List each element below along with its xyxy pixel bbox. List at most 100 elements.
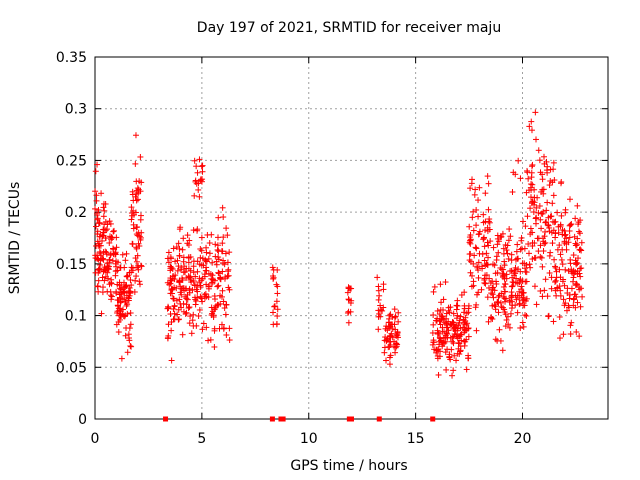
data-point — [508, 283, 515, 290]
data-point — [215, 270, 222, 277]
data-point — [440, 340, 447, 347]
data-point — [219, 204, 226, 211]
data-point — [485, 254, 492, 261]
data-point — [431, 346, 438, 353]
data-point — [535, 147, 542, 154]
data-point — [574, 281, 581, 288]
data-point — [515, 266, 522, 273]
data-point — [513, 275, 520, 282]
data-point — [104, 275, 111, 282]
data-point — [453, 357, 460, 364]
data-point — [525, 175, 532, 182]
data-point — [496, 326, 503, 333]
data-point — [495, 293, 502, 300]
data-point — [96, 248, 103, 255]
data-point — [171, 276, 178, 283]
data-point — [273, 281, 280, 288]
data-point — [135, 266, 142, 273]
plot-area-frame — [94, 56, 609, 420]
data-point — [473, 206, 480, 213]
data-point — [560, 331, 567, 338]
data-point — [100, 232, 107, 239]
data-point — [226, 325, 233, 332]
data-point — [221, 305, 228, 312]
data-point — [552, 264, 559, 271]
data-point — [183, 309, 190, 316]
data-point — [506, 324, 513, 331]
data-point — [97, 257, 104, 264]
data-point — [493, 253, 500, 260]
data-point — [119, 251, 126, 258]
data-point — [168, 264, 175, 271]
data-point — [438, 299, 445, 306]
data-point — [219, 240, 226, 247]
data-point — [442, 279, 449, 286]
data-point — [164, 334, 171, 341]
data-point — [381, 349, 388, 356]
data-point — [218, 321, 225, 328]
x-tick-label: 0 — [91, 431, 100, 447]
data-point — [170, 295, 177, 302]
data-point — [215, 282, 222, 289]
data-point — [576, 333, 583, 340]
data-point — [556, 242, 563, 249]
data-point — [116, 294, 123, 301]
data-point — [112, 251, 119, 258]
data-point — [546, 182, 553, 189]
data-point — [270, 273, 277, 280]
data-point — [223, 301, 230, 308]
data-point — [199, 298, 206, 305]
data-point — [533, 136, 540, 143]
data-point — [165, 321, 172, 328]
data-point — [180, 269, 187, 276]
data-point — [203, 249, 210, 256]
data-point — [219, 268, 226, 275]
data-point — [478, 286, 485, 293]
data-point — [127, 321, 134, 328]
axis-ticks: 0 5 10 15 20 0 0.05 0.1 0.15 0.2 0.25 0.3 0.35 — [56, 50, 608, 447]
data-point — [178, 304, 185, 311]
data-point — [552, 263, 559, 270]
data-point — [552, 218, 559, 225]
data-point — [224, 232, 231, 239]
data-point — [568, 319, 575, 326]
data-point — [466, 223, 473, 230]
data-point — [138, 229, 145, 236]
data-point — [127, 288, 134, 295]
data-point — [193, 163, 200, 170]
data-point — [115, 329, 122, 336]
data-point — [124, 272, 131, 279]
data-point — [214, 301, 221, 308]
data-point — [470, 278, 477, 285]
data-point — [475, 259, 482, 266]
data-point — [214, 283, 221, 290]
data-point — [529, 163, 536, 170]
data-point — [132, 160, 139, 167]
data-point — [94, 228, 101, 235]
data-point — [467, 185, 474, 192]
data-point — [523, 269, 530, 276]
data-point — [516, 300, 523, 307]
data-point — [130, 197, 137, 204]
data-point — [510, 169, 517, 176]
data-point — [429, 329, 436, 336]
data-point — [550, 159, 557, 166]
data-point — [481, 275, 488, 282]
data-point — [185, 254, 192, 261]
data-point — [178, 266, 185, 273]
data-point — [439, 324, 446, 331]
data-point — [443, 321, 450, 328]
data-point — [454, 302, 461, 309]
data-point — [520, 323, 527, 330]
data-point — [347, 300, 354, 307]
data-point — [446, 309, 453, 316]
data-point — [468, 180, 475, 187]
data-point — [472, 186, 479, 193]
data-point — [106, 239, 113, 246]
data-point — [548, 285, 555, 292]
data-point — [502, 281, 509, 288]
data-point — [494, 241, 501, 248]
data-point — [578, 247, 585, 254]
data-point — [486, 226, 493, 233]
data-point — [503, 295, 510, 302]
